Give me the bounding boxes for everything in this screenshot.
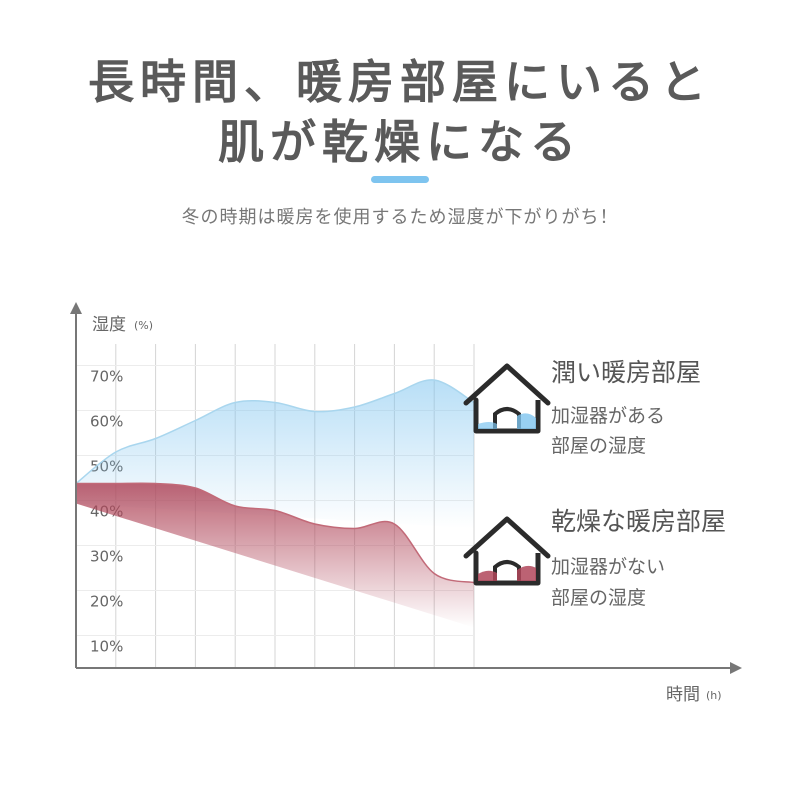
legend-desc-moist-2: 部屋の湿度 (551, 435, 646, 457)
subtitle: 冬の時期は暖房を使用するため湿度が下がりがち！ (181, 207, 619, 228)
legend-title-dry: 乾燥な暖房部屋 (551, 507, 726, 536)
legend-desc-dry-1: 加湿器がない (551, 556, 665, 578)
legend-item-moist: 潤い暖房部屋 加湿器がある 部屋の湿度 (463, 358, 701, 457)
y-tick-label-4: 30% (90, 548, 123, 566)
page-title-line1: 長時間、暖房部屋にいると (88, 55, 712, 109)
house-dry-icon (463, 516, 551, 586)
title-accent-bar (371, 176, 429, 183)
y-axis-unit: (%) (134, 319, 153, 332)
legend-title-moist: 潤い暖房部屋 (551, 358, 701, 387)
series (75, 379, 475, 628)
y-tick-label-6: 10% (90, 638, 123, 656)
legend-desc-dry-2: 部屋の湿度 (551, 587, 646, 609)
x-axis-unit: (h) (706, 689, 722, 702)
series-area-dry (76, 483, 474, 628)
y-tick-label-5: 20% (90, 593, 123, 611)
y-tick-label-1: 60% (90, 413, 123, 431)
legend-item-dry: 乾燥な暖房部屋 加湿器がない 部屋の湿度 (463, 507, 726, 609)
legend-desc-moist-1: 加湿器がある (551, 405, 665, 427)
house-moist-icon (463, 363, 551, 434)
y-tick-label-0: 70% (90, 368, 123, 386)
y-axis-label: 湿度 (92, 315, 126, 335)
page-title-line2: 肌が乾燥になる (218, 115, 582, 169)
x-axis-arrow-icon (730, 662, 742, 674)
x-axis-label: 時間 (666, 685, 700, 705)
series-line-dry (76, 482, 475, 584)
series-line-moist (75, 379, 475, 485)
y-axis-arrow-icon (70, 302, 82, 314)
